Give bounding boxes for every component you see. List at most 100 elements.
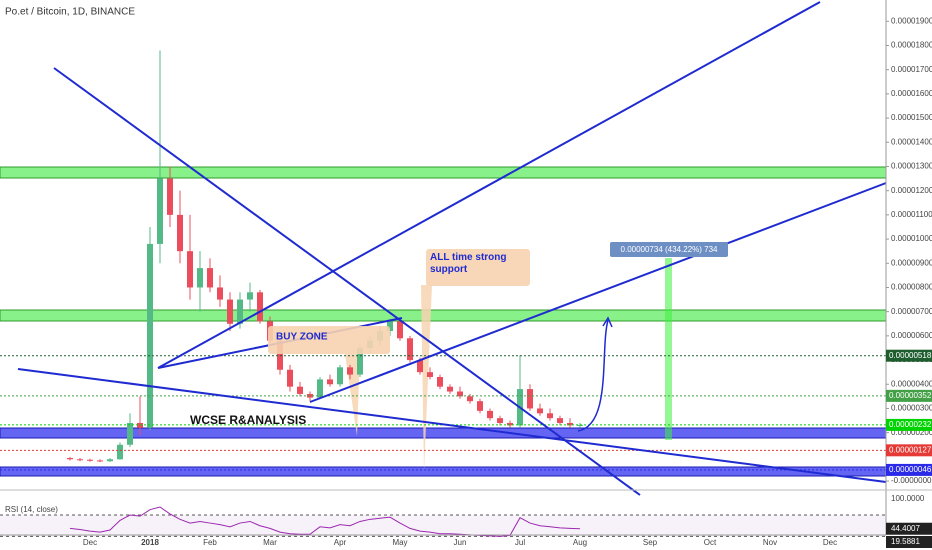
annotation: BUY ZONE	[276, 332, 328, 343]
candle-body	[257, 292, 263, 322]
arrow-head	[602, 316, 613, 328]
candle-body	[147, 243, 153, 428]
rsi-last-label: 44.4007	[891, 524, 920, 533]
candle-body	[97, 460, 103, 462]
axes: 0.00001900 0.00001800 0.00001700 0.00001600…	[83, 16, 932, 548]
candle-body	[497, 418, 503, 423]
price-tag-label: 0.00000352	[889, 391, 932, 400]
candle-body	[237, 299, 243, 324]
price-series	[0, 50, 886, 537]
candle-body	[287, 369, 293, 387]
price-axis	[886, 0, 932, 550]
candle-body	[77, 459, 83, 461]
candle-body	[417, 360, 423, 373]
trend-line	[17, 368, 887, 483]
candle-body	[457, 391, 463, 397]
price-tag-label: 0.00000518	[889, 351, 932, 360]
y-tick-label: 0.00001500	[891, 113, 932, 122]
y-tick-label: 0.00000900	[891, 258, 932, 267]
candle-body	[297, 386, 303, 394]
measure-label-box	[610, 242, 728, 257]
support-zone	[0, 466, 887, 477]
callout-box	[268, 326, 390, 354]
watermark: WCSE R&ANALYSIS	[190, 413, 306, 427]
candle-body	[247, 292, 253, 300]
y-tick-label: 0.00001300	[891, 162, 932, 171]
candle-body	[207, 268, 213, 288]
price-tag	[886, 444, 932, 457]
y-tick-label: 0.00001400	[891, 137, 932, 146]
candle-body	[487, 410, 493, 419]
y-tick-label: 0.00001900	[891, 16, 932, 25]
candle-body	[467, 396, 473, 402]
y-tick-label: 0.00001800	[891, 41, 932, 50]
candle-body	[217, 287, 223, 300]
candle-body	[157, 178, 163, 244]
trend-line	[309, 182, 887, 403]
candle-body	[317, 379, 323, 398]
y-tick-label: 0.00001700	[891, 65, 932, 74]
candle-body	[357, 347, 363, 375]
measure-label: 0.00000734 (434.22%) 734	[621, 245, 719, 254]
annotation: ALL time strong support	[430, 252, 507, 275]
candle-body	[177, 214, 183, 252]
y-tick-label: 0.00001200	[891, 186, 932, 195]
candle-body	[197, 268, 203, 288]
candle-body	[427, 372, 433, 377]
callout-box	[426, 249, 530, 286]
candle-body	[437, 376, 443, 387]
candle-body	[537, 408, 543, 414]
y-tick-label: -0.0000000	[891, 476, 932, 485]
y-tick-label: 0.00000300	[891, 404, 932, 413]
rsi-tick-label: 19.5881	[891, 537, 920, 546]
price-tag	[886, 349, 932, 362]
annotation-wrap: ALL time strong support	[430, 252, 507, 275]
x-tick-label: May	[392, 538, 407, 547]
x-tick-label: Feb	[203, 538, 217, 547]
candle-body	[327, 379, 333, 385]
x-tick-label: Oct	[704, 538, 717, 547]
candle-body	[337, 367, 343, 385]
price-tag	[886, 389, 932, 402]
rsi-tick-label: 100.0000	[891, 494, 925, 503]
chart-title: Po.et / Bitcoin, 1D, BINANCE	[5, 7, 135, 18]
measure-bar	[665, 258, 672, 440]
candle-body	[387, 321, 393, 332]
rsi-band	[0, 515, 886, 537]
x-tick-label: Sep	[643, 538, 658, 547]
y-tick-label: 0.00000700	[891, 307, 932, 316]
drawings-front	[17, 1, 887, 496]
candle-body	[187, 251, 193, 288]
candle-body	[507, 422, 513, 426]
candle-body	[557, 418, 563, 423]
candle-body	[87, 459, 93, 461]
y-tick-label: 0.00000400	[891, 379, 932, 388]
price-tag-label: 0.00000127	[889, 445, 932, 454]
candle-body	[397, 321, 403, 339]
price-tag	[886, 463, 932, 476]
price-tag-label: 0.00000232	[889, 420, 932, 429]
resistance-zone	[0, 309, 887, 322]
price-tag	[886, 418, 932, 431]
x-tick-label: Mar	[263, 538, 277, 547]
trend-line	[157, 1, 821, 369]
candle-body	[407, 338, 413, 361]
y-tick-label: 0.00001100	[891, 210, 932, 219]
candle-body	[527, 389, 533, 409]
candle-body	[117, 444, 123, 460]
candle-body	[547, 413, 553, 419]
rsi-tag	[886, 522, 932, 535]
candle-body	[447, 386, 453, 392]
trend-line	[53, 67, 641, 496]
x-tick-label: Aug	[573, 538, 587, 547]
candle-body	[477, 401, 483, 411]
x-tick-label: Dec	[823, 538, 837, 547]
y-tick-label: 0.00000600	[891, 331, 932, 340]
candle-body	[347, 367, 353, 375]
candle-body	[227, 299, 233, 324]
x-tick-label: Dec	[83, 538, 97, 547]
rsi-tag	[886, 536, 932, 548]
y-tick-label: 0.00000200	[891, 428, 932, 437]
callout-tail	[421, 285, 432, 472]
